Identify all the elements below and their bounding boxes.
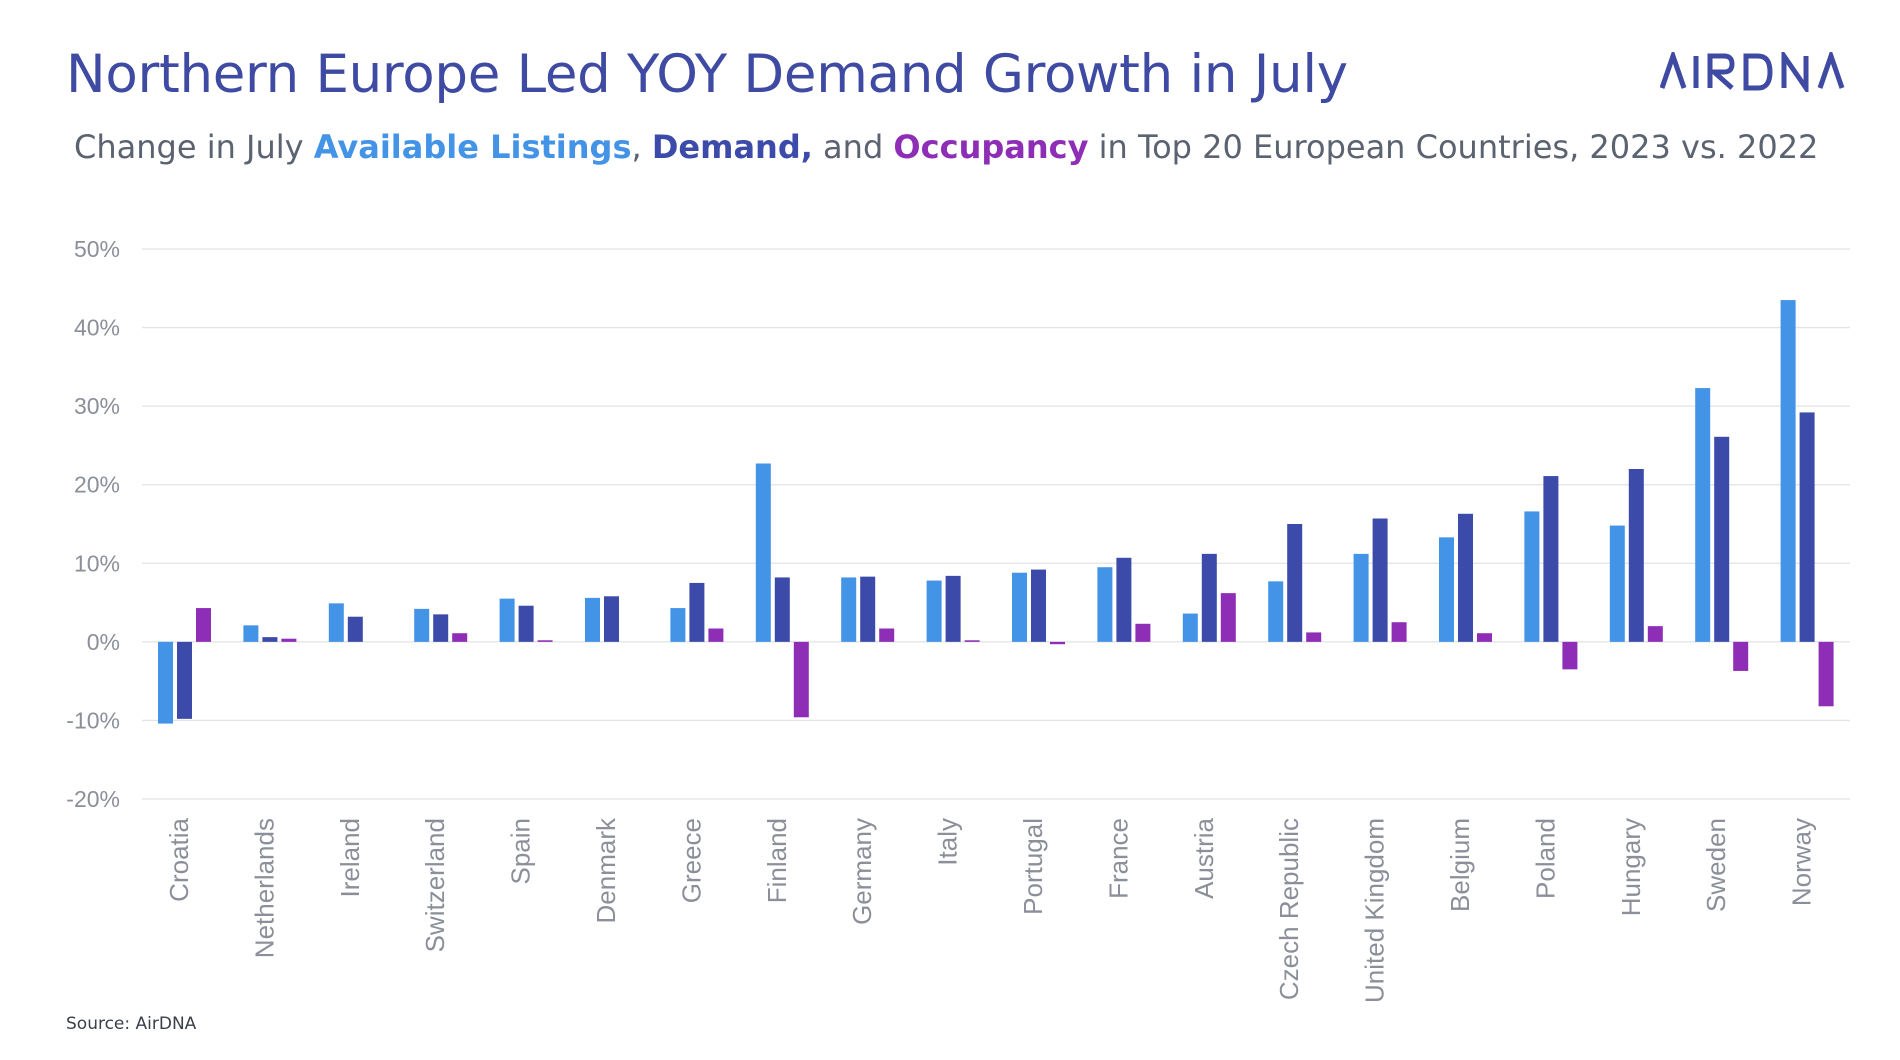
- bar-available-listings: [926, 580, 942, 642]
- bar-available-listings: [1524, 511, 1540, 642]
- bar-available-listings: [670, 608, 686, 642]
- bar-demand: [1628, 469, 1644, 642]
- subtitle-prefix: Change in July: [74, 128, 314, 166]
- x-tick-label: Austria: [1189, 817, 1219, 898]
- legend-occupancy: Occupancy: [893, 128, 1089, 166]
- x-tick-label: Switzerland: [420, 818, 450, 952]
- chart-title: Northern Europe Led YOY Demand Growth in…: [66, 44, 1348, 105]
- bar-occupancy: [1562, 641, 1578, 670]
- bar-available-listings: [755, 463, 771, 642]
- x-tick-label: Germany: [847, 818, 877, 925]
- bar-occupancy: [964, 640, 980, 642]
- bar-demand: [518, 605, 534, 642]
- bar-demand: [177, 641, 192, 719]
- bar-occupancy: [1135, 623, 1151, 642]
- bar-demand: [1543, 476, 1559, 642]
- bar-available-listings: [1695, 388, 1711, 642]
- y-tick-label: 50%: [74, 236, 120, 262]
- bar-available-listings: [841, 577, 857, 642]
- bar-demand: [1714, 436, 1730, 642]
- bar-demand: [860, 576, 876, 642]
- bar-occupancy: [281, 638, 297, 642]
- bar-available-listings: [499, 598, 515, 642]
- bar-available-listings: [1182, 613, 1198, 642]
- bar-occupancy: [708, 628, 724, 642]
- bar-occupancy: [1647, 626, 1663, 642]
- bar-available-listings: [328, 603, 344, 642]
- legend-listings: Available Listings: [313, 128, 632, 166]
- bar-occupancy: [196, 608, 211, 642]
- bar-occupancy: [879, 628, 895, 642]
- bar-occupancy: [1050, 641, 1065, 645]
- x-tick-label: Greece: [676, 818, 706, 903]
- bar-demand: [1458, 513, 1473, 642]
- bar-demand: [1201, 553, 1217, 642]
- bar-occupancy: [1818, 641, 1834, 707]
- x-tick-label: Belgium: [1445, 818, 1475, 912]
- bar-available-listings: [1097, 567, 1113, 642]
- bar-demand: [433, 614, 449, 642]
- bar-occupancy: [1733, 641, 1749, 671]
- x-tick-label: Norway: [1787, 818, 1817, 906]
- bar-available-listings: [585, 597, 600, 642]
- x-tick-label: United Kingdom: [1360, 818, 1390, 1003]
- bar-demand: [774, 577, 790, 642]
- x-tick-label: Ireland: [335, 818, 365, 898]
- x-tick-label: France: [1103, 818, 1133, 899]
- source-note: Source: AirDNA: [66, 1014, 197, 1034]
- bar-demand: [1372, 518, 1388, 642]
- y-tick-label: 40%: [74, 315, 120, 341]
- x-tick-label: Czech Republic: [1274, 818, 1304, 1000]
- bar-occupancy: [452, 633, 468, 642]
- x-tick-label: Croatia: [164, 817, 194, 901]
- bar-demand: [347, 616, 363, 642]
- bar-available-listings: [414, 608, 430, 642]
- bar-available-listings: [158, 641, 173, 724]
- bar-occupancy: [1306, 632, 1322, 642]
- bar-demand: [262, 637, 278, 642]
- bar-demand: [1031, 569, 1046, 642]
- y-tick-label: 30%: [74, 393, 120, 419]
- bar-occupancy: [1391, 622, 1407, 642]
- bar-available-listings: [1439, 537, 1454, 642]
- y-tick-label: 20%: [74, 472, 120, 498]
- x-tick-label: Portugal: [1018, 818, 1048, 915]
- subtitle-sep-1: ,: [631, 128, 652, 166]
- x-tick-label: Sweden: [1701, 818, 1731, 912]
- x-tick-label: Poland: [1530, 818, 1560, 899]
- airdna-logo: [1660, 52, 1845, 92]
- bar-demand: [1799, 412, 1815, 642]
- bar-demand: [604, 596, 619, 642]
- bar-available-listings: [243, 625, 259, 642]
- x-tick-label: Finland: [762, 818, 792, 903]
- subtitle-sep-2: and: [812, 128, 894, 166]
- y-tick-label: 0%: [87, 629, 120, 655]
- bar-occupancy: [1220, 593, 1236, 642]
- bar-available-listings: [1780, 300, 1796, 642]
- y-tick-label: 10%: [74, 550, 120, 576]
- chart-subtitle: Change in July Available Listings, Deman…: [74, 128, 1818, 166]
- bar-available-listings: [1268, 581, 1284, 642]
- y-tick-label: -10%: [66, 707, 120, 733]
- bar-available-listings: [1353, 553, 1369, 642]
- y-tick-label: -20%: [66, 786, 120, 812]
- x-tick-label: Hungary: [1616, 818, 1646, 916]
- bar-available-listings: [1609, 525, 1625, 642]
- subtitle-suffix: in Top 20 European Countries, 2023 vs. 2…: [1088, 128, 1819, 166]
- bar-available-listings: [1012, 572, 1027, 642]
- x-tick-label: Italy: [933, 818, 963, 866]
- legend-demand: Demand,: [651, 128, 813, 166]
- x-tick-label: Netherlands: [249, 818, 279, 958]
- bar-occupancy: [1477, 633, 1492, 642]
- bar-occupancy: [537, 640, 553, 642]
- x-tick-label: Denmark: [591, 817, 621, 923]
- bar-demand: [945, 575, 961, 642]
- bar-demand: [1116, 557, 1132, 642]
- bar-demand: [1287, 524, 1303, 642]
- bar-demand: [689, 582, 705, 642]
- x-tick-label: Spain: [506, 818, 536, 885]
- bar-occupancy: [793, 641, 809, 718]
